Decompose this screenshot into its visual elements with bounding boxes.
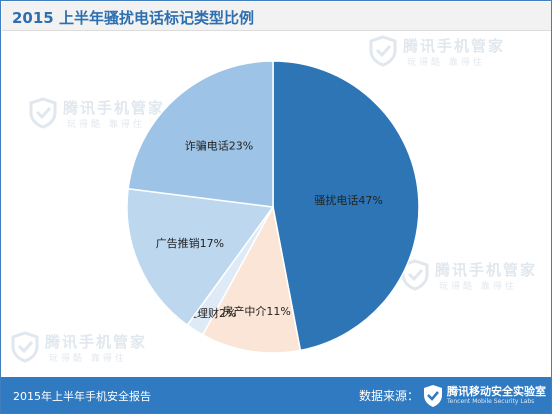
chart-title: 2015 上半年骚扰电话标记类型比例 xyxy=(12,9,254,27)
slice-label-4: 广告推销17% xyxy=(156,236,224,250)
lab-subtitle: Tencent Mobile Security Labs xyxy=(447,398,535,405)
lab-badge: 腾讯移动安全实验室 Tencent Mobile Security Labs xyxy=(423,381,547,411)
pie-slice-2 xyxy=(201,204,302,354)
slice-label-1: 骚扰电话47% xyxy=(314,193,382,207)
pie-slice-1 xyxy=(272,60,420,352)
report-name: 2015年上半年手机安全报告 xyxy=(13,390,151,403)
title-bar: 2015 上半年骚扰电话标记类型比例 xyxy=(2,2,551,31)
source-label: 数据来源： xyxy=(359,389,420,403)
footer-bar: 2015年上半年手机安全报告 数据来源： 腾讯移动安全实验室 Tencent M… xyxy=(1,377,551,413)
slice-label-5: 诈骗电话23% xyxy=(185,139,253,153)
slice-label-2: 房产中介11% xyxy=(222,304,290,318)
lab-name: 腾讯移动安全实验室 xyxy=(447,385,546,398)
pie-slice-5 xyxy=(127,60,274,208)
pie-slice-4 xyxy=(126,187,275,327)
shield-check-icon xyxy=(424,385,442,407)
pie-chart: 骚扰电话47%房产中介11%保险理财2%广告推销17%诈骗电话23% xyxy=(126,60,420,354)
